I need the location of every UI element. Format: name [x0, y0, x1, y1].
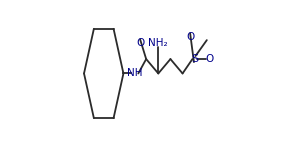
Text: NH: NH: [127, 69, 143, 78]
Text: O: O: [186, 32, 194, 42]
Text: O: O: [136, 38, 144, 48]
Text: S: S: [191, 54, 198, 64]
Text: O: O: [205, 54, 213, 64]
Text: NH₂: NH₂: [148, 38, 168, 48]
